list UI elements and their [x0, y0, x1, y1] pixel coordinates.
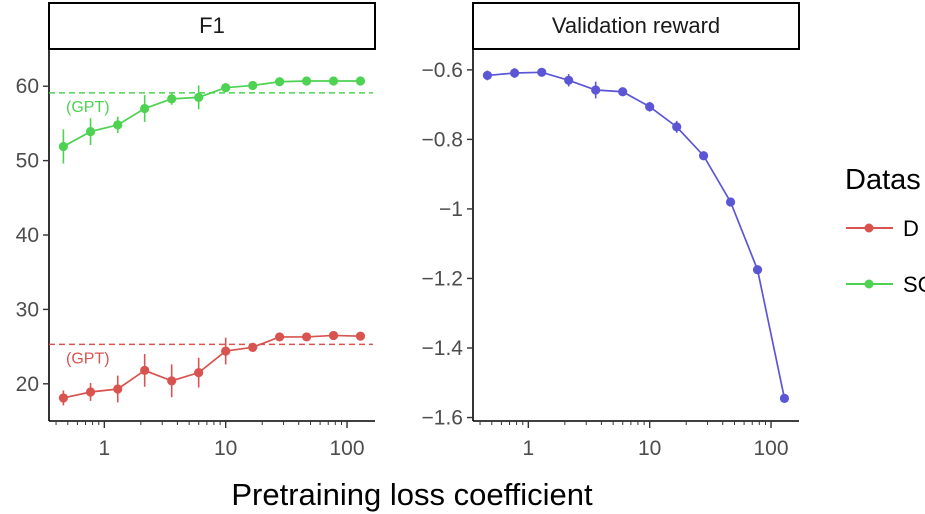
f1-x-tick-label: 100	[330, 437, 365, 460]
f1-data-point	[301, 76, 312, 86]
reward-x-tick-label: 10	[638, 437, 661, 460]
reward-y-tick-label: −1	[439, 198, 463, 221]
f1-data-point	[113, 120, 123, 130]
legend-key-point-sc	[864, 279, 874, 289]
f1-data-point	[113, 384, 123, 394]
f1-y-tick-label: 50	[16, 150, 39, 173]
validation-reward-plot-area: −0.6 −0.8 −1 −1.2 −1.4 −1.6 1 10 100	[422, 49, 799, 460]
legend-item-sc: SC	[846, 272, 925, 297]
validation-reward-panel: Validation reward −0.6 −0.8 −1 −1.2 −1.4 −1.6…	[422, 2, 800, 460]
f1-data-point	[248, 342, 258, 352]
reward-data-point	[698, 151, 709, 161]
reward-x-tick-label: 1	[522, 437, 534, 460]
reward-x-tick-label: 100	[754, 437, 789, 460]
f1-data-point	[58, 141, 69, 152]
reward-data-point	[537, 67, 547, 77]
reward-data-point	[752, 265, 763, 275]
f1-data-point	[274, 77, 285, 87]
f1-data-point	[221, 83, 231, 93]
reward-y-tick-label: −1.6	[422, 407, 463, 430]
reward-data-point	[645, 102, 655, 112]
f1-reference-label: (GPT)	[66, 99, 110, 116]
x-axis-title: Pretraining loss coefficient	[231, 477, 593, 512]
f1-data-point	[58, 393, 69, 403]
f1-plot-area: 20 30 40 50 60 1 10 100 (GPT) (GPT)	[16, 49, 375, 460]
f1-data-point	[194, 92, 204, 102]
f1-data-point	[328, 330, 339, 341]
f1-data-point	[274, 332, 285, 342]
f1-y-tick-label: 40	[16, 224, 39, 247]
reward-y-tick-label: −0.6	[422, 59, 463, 82]
f1-x-tick-label: 1	[98, 437, 110, 460]
f1-x-tick-label: 10	[214, 437, 237, 460]
reward-data-point	[779, 393, 790, 404]
f1-data-point	[221, 346, 231, 356]
reward-series-line-0	[487, 71, 786, 399]
f1-data-point	[85, 126, 96, 137]
reward-data-point	[591, 85, 601, 95]
reward-y-tick-label: −1.2	[422, 267, 463, 290]
f1-data-point	[140, 103, 150, 114]
f1-data-point	[248, 80, 258, 91]
reward-data-point	[509, 68, 520, 78]
reward-data-point	[618, 87, 628, 97]
reward-data-point	[725, 197, 736, 207]
f1-y-tick-label: 60	[16, 75, 39, 98]
legend-item-d: D	[846, 216, 919, 241]
validation-reward-strip	[472, 2, 800, 50]
f1-reference-label: (GPT)	[66, 350, 110, 367]
reward-data-point	[564, 75, 574, 85]
f1-y-tick-label: 20	[16, 373, 39, 396]
f1-data-point	[328, 76, 339, 86]
f1-data-point	[167, 376, 177, 386]
f1-data-point	[167, 94, 177, 104]
f1-data-point	[355, 76, 366, 86]
f1-data-point	[140, 365, 150, 376]
reward-y-tick-label: −1.4	[422, 337, 464, 360]
f1-data-point	[194, 368, 204, 378]
legend-label-d: D	[903, 216, 919, 241]
legend-label-sc: SC	[903, 272, 925, 297]
reward-y-tick-label: −0.8	[422, 128, 463, 151]
legend-key-point-d	[864, 223, 874, 233]
reward-data-point	[482, 70, 493, 81]
legend: Datas D SC	[845, 164, 925, 297]
f1-data-point	[301, 332, 312, 342]
legend-title: Datas	[845, 164, 921, 196]
validation-reward-strip-title: Validation reward	[552, 13, 720, 38]
reward-data-point	[672, 122, 682, 132]
f1-y-tick-label: 30	[16, 298, 39, 321]
f1-panel: F1 20 30 40 50 60 1 10 100 (GPT) (GPT)	[16, 2, 376, 460]
f1-strip-title: F1	[199, 13, 225, 38]
f1-strip	[48, 2, 376, 50]
f1-data-point	[85, 387, 96, 397]
f1-data-point	[355, 331, 366, 341]
